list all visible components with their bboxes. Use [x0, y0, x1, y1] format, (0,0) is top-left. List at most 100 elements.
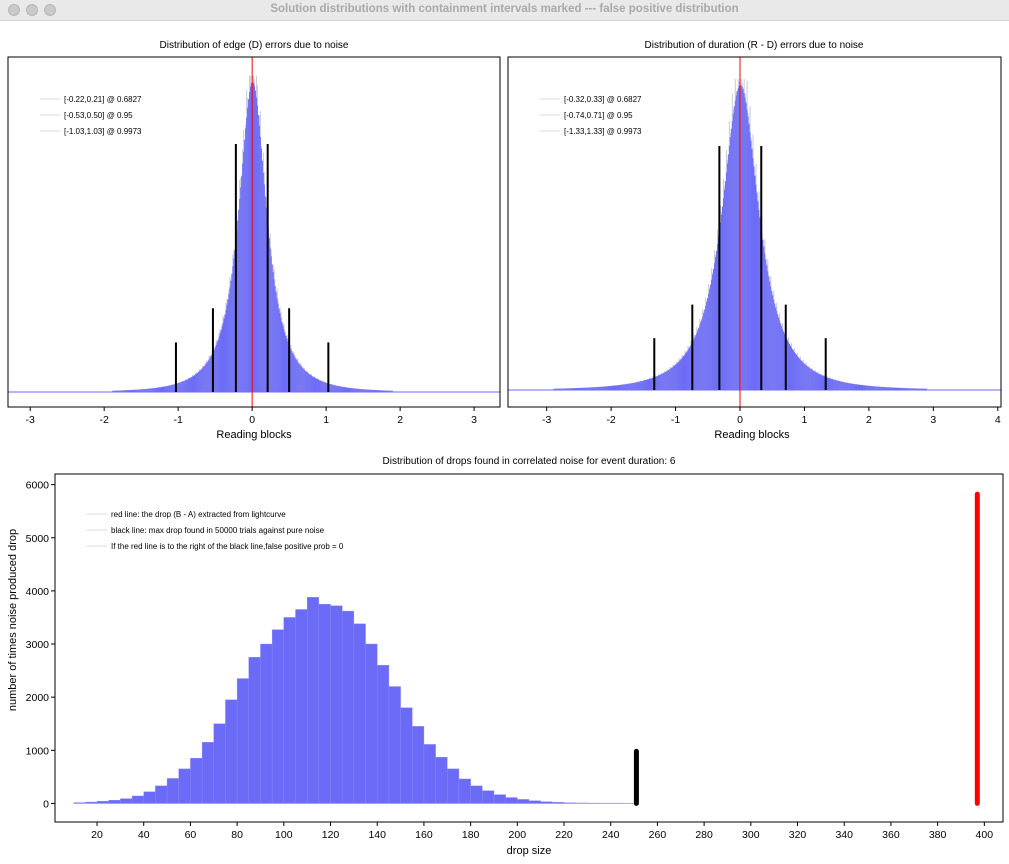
histogram-bar: [797, 357, 799, 390]
x-tick-label: 340: [835, 829, 853, 841]
histogram-bar: [618, 385, 620, 390]
histogram-bar: [277, 303, 279, 392]
histogram-bar: [802, 362, 804, 390]
histogram-bar: [629, 383, 631, 390]
histogram-bar: [283, 329, 285, 392]
histogram-bar: [553, 388, 555, 390]
histogram-bar: [148, 388, 150, 392]
histogram-bar: [249, 92, 251, 393]
histogram-bar: [926, 388, 928, 390]
histogram-bar: [644, 380, 646, 390]
histogram-bar: [308, 373, 310, 392]
histogram-bar: [135, 389, 137, 392]
histogram-bar: [163, 386, 165, 392]
histogram-bar: [633, 382, 635, 390]
histogram-bar: [858, 384, 860, 390]
histogram-bar: [701, 319, 703, 390]
histogram-bar: [819, 374, 821, 390]
x-tick-label: 200: [509, 829, 527, 841]
x-axis-label: drop size: [507, 845, 552, 857]
histogram-bar: [320, 381, 322, 392]
histogram-bar: [601, 386, 603, 390]
histogram-bar: [563, 388, 565, 390]
histogram-bar: [715, 257, 717, 390]
histogram-bar: [924, 388, 926, 390]
histogram-bar: [591, 387, 593, 390]
histogram-bar: [333, 385, 335, 392]
histogram-bar: [137, 389, 139, 392]
x-tick-label: 2: [866, 414, 872, 426]
histogram-bar: [376, 390, 377, 392]
plot-frame: [7, 56, 501, 408]
histogram-bar: [378, 390, 380, 392]
histogram-bar: [796, 356, 798, 390]
histogram-bar: [683, 355, 685, 390]
histogram-bar: [571, 388, 573, 390]
y-tick-label: 4000: [26, 586, 50, 598]
x-tick-label: 3: [471, 414, 477, 426]
histogram-bar: [750, 140, 752, 390]
close-window-button[interactable]: [8, 4, 20, 16]
histogram-bar: [845, 382, 847, 390]
histogram-bar: [890, 387, 892, 390]
histogram-bar: [138, 389, 140, 392]
histogram-bar: [850, 383, 852, 390]
histogram-bar: [359, 389, 361, 392]
histogram-bar: [276, 298, 278, 392]
histogram-bar: [925, 388, 927, 390]
histogram-bar: [382, 390, 384, 392]
x-tick-label: 20: [91, 829, 103, 841]
histogram-bar: [908, 388, 910, 390]
histogram-bar: [166, 386, 168, 392]
histogram-bar: [326, 383, 328, 392]
edge-error-chart: Distribution of edge (D) errors due to n…: [7, 40, 501, 441]
histogram-bar: [583, 387, 585, 390]
histogram-bar: [192, 376, 193, 392]
histogram-bar: [577, 388, 579, 390]
histogram-bar: [767, 271, 769, 390]
histogram-bar: [604, 386, 606, 390]
histogram-bar: [150, 388, 152, 392]
histogram-bar: [830, 378, 832, 390]
histogram-bar: [793, 352, 795, 390]
histogram-bar: [304, 369, 306, 392]
histogram-bar: [844, 382, 846, 390]
histogram-bar: [784, 333, 786, 390]
histogram-bar: [170, 385, 172, 392]
histogram-bar: [896, 387, 898, 390]
histogram-bar: [190, 377, 192, 392]
histogram-bar: [311, 375, 313, 392]
histogram-bar: [377, 390, 378, 392]
histogram-bar: [126, 390, 128, 392]
x-tick-label: -1: [671, 414, 680, 426]
histogram-bar: [210, 355, 212, 392]
x-tick-label: -2: [606, 414, 615, 426]
histogram-bar: [875, 386, 877, 390]
histogram-bar: [254, 85, 255, 393]
histogram-bar: [859, 384, 861, 390]
histogram-bar: [223, 318, 225, 392]
histogram-bar: [552, 802, 565, 804]
zoom-window-button[interactable]: [44, 4, 56, 16]
histogram-bar: [232, 266, 234, 392]
histogram-bar: [233, 258, 235, 392]
histogram-bar: [624, 384, 626, 390]
histogram-bar: [309, 374, 311, 392]
histogram-bar: [854, 384, 856, 390]
histogram-bar: [255, 97, 257, 392]
histogram-bar: [663, 372, 665, 390]
histogram-bar: [695, 335, 697, 390]
histogram-bar: [699, 325, 701, 390]
minimize-window-button[interactable]: [26, 4, 38, 16]
histogram-bar: [342, 386, 344, 392]
histogram-bar: [201, 368, 203, 392]
histogram-bar: [582, 387, 584, 390]
histogram-bar: [646, 379, 648, 390]
histogram-bar: [625, 384, 627, 390]
histogram-bar: [314, 377, 316, 392]
histogram-bar: [143, 389, 145, 392]
histogram-bar: [243, 151, 245, 392]
histogram-bar: [312, 376, 314, 392]
histogram-bar: [885, 387, 887, 390]
histogram-bar: [635, 382, 637, 390]
